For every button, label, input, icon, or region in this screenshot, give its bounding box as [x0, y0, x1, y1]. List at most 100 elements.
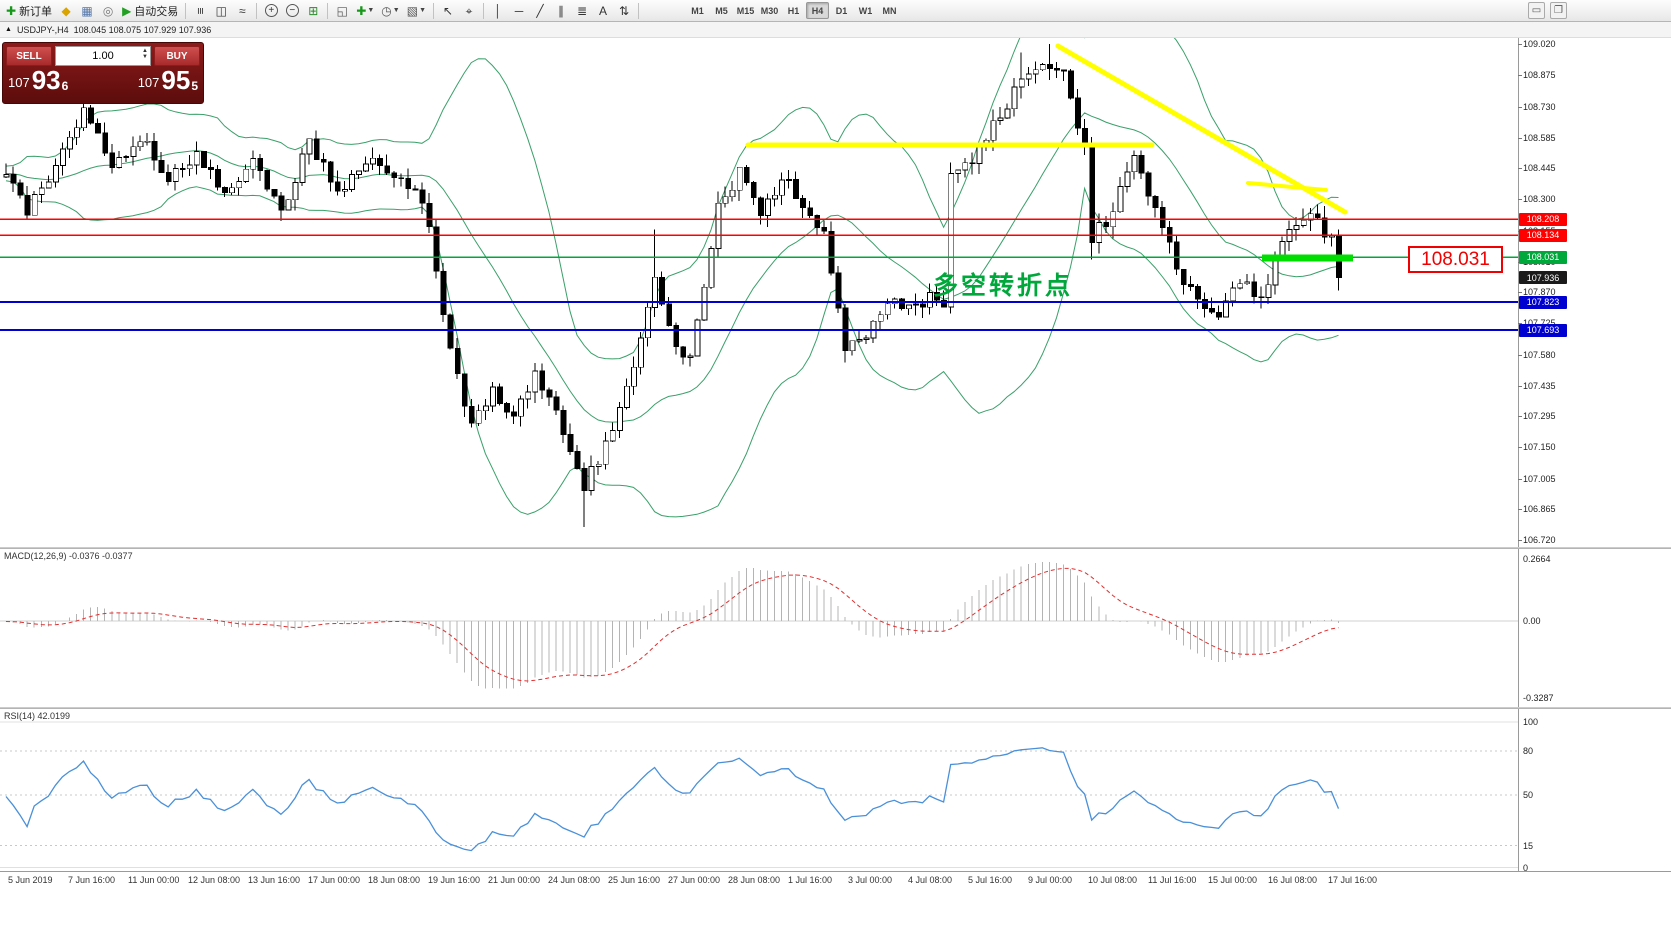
zoom-in-icon: + [264, 4, 278, 17]
toolbar-grid-button[interactable]: ⊞ [303, 1, 323, 20]
toolbar-arrows-button[interactable]: ⇅ [614, 1, 634, 20]
timeframe-m1-button[interactable]: M1 [691, 5, 704, 16]
toolbar-templates-button[interactable]: ▧ ▼ [404, 1, 429, 20]
equidistant-channel-icon: ∥ [558, 3, 564, 18]
symbol-timeframe-label: USDJPY-,H4 [16, 24, 69, 35]
toolbar-separator [638, 2, 639, 19]
time-axis-label: 1 Jul 16:00 [788, 875, 833, 885]
macd-axis-label: 0.2664 [1523, 553, 1551, 564]
rsi-line [5, 747, 1340, 852]
price-axis-tick [1518, 106, 1522, 108]
panel-divider-rsi[interactable] [0, 707, 1671, 709]
chart-shift-icon[interactable]: ▲ [5, 26, 12, 33]
timeframe-h4-button[interactable]: H4 [806, 2, 829, 19]
timeframe-m30-button[interactable]: M30 [760, 5, 779, 16]
market-watch-icon: ◆ [61, 3, 71, 18]
rsi-axis-label: 0 [1523, 862, 1529, 873]
toolbar-line-chart-type-button[interactable]: ≈ [232, 1, 252, 20]
price-tag-107.936: 107.936 [1519, 271, 1567, 285]
toolbar-fibonacci-button[interactable]: ≣ [572, 1, 592, 20]
time-axis-label: 9 Jul 00:00 [1028, 875, 1073, 885]
toolbar-periods-button[interactable]: ◷ ▼ [378, 1, 402, 20]
toolbar-tile-windows-button[interactable]: ◱ [332, 1, 352, 20]
timeframe-m5-button[interactable]: M5 [715, 5, 728, 16]
price-scale-border [1518, 38, 1519, 871]
cursor-icon: ↖ [442, 3, 454, 18]
toolbar-bar-chart-type-button[interactable]: ≡ [190, 1, 210, 20]
time-axis-label: 17 Jul 16:00 [1328, 875, 1378, 885]
indicators-list-caret-icon: ▼ [367, 7, 375, 14]
vertical-line-icon: │ [494, 3, 502, 18]
toolbar-crosshair-button[interactable]: ⌖ [459, 1, 479, 20]
toolbar-indicators-list-button[interactable]: ✚ ▼ [353, 1, 377, 20]
panel-divider-macd[interactable] [0, 547, 1671, 549]
toolbar-new-order-button[interactable]: ✚ 新订单 [3, 1, 55, 20]
chart-window-icon: ▦ [81, 3, 93, 18]
time-axis-label: 16 Jul 08:00 [1268, 875, 1318, 885]
chart-restore-button[interactable]: ❐ [1550, 2, 1567, 19]
timeframe-mn-button[interactable]: MN [882, 5, 897, 16]
toolbar-separator [433, 2, 434, 19]
rsi-indicator-panel[interactable] [0, 709, 1518, 871]
toolbar-auto-trading-button[interactable]: ▶ 自动交易 [119, 1, 181, 20]
auto-trading-icon: ▶ [122, 3, 132, 18]
toolbar-zoom-in-button[interactable]: + [261, 1, 281, 20]
timeframe-w1-button[interactable]: W1 [858, 5, 873, 16]
time-axis-label: 7 Jun 16:00 [68, 875, 116, 885]
price-axis-tick [1518, 75, 1522, 77]
time-axis-label: 13 Jun 16:00 [248, 875, 301, 885]
time-axis-label: 21 Jun 00:00 [488, 875, 541, 885]
main-price-chart[interactable] [0, 38, 1518, 547]
volume-input[interactable]: 1.00 ▲ ▼ [55, 46, 151, 66]
price-axis-label: 107.435 [1523, 380, 1556, 391]
price-tag-107.693: 107.693 [1519, 323, 1567, 337]
price-axis-tick [1518, 291, 1522, 293]
toolbar-equidistant-channel-button[interactable]: ∥ [551, 1, 571, 20]
sell-button[interactable]: SELL [6, 46, 52, 66]
indicators-list-icon: ✚ [356, 3, 367, 18]
toolbar-cursor-button[interactable]: ↖ [438, 1, 458, 20]
toolbar-vertical-line-button[interactable]: │ [488, 1, 508, 20]
rsi-axis-label: 50 [1523, 789, 1534, 800]
time-axis-label: 5 Jun 2019 [8, 875, 53, 885]
toolbar-text-label-button[interactable]: A [593, 1, 613, 20]
tile-windows-icon: ◱ [336, 3, 348, 18]
toolbar-candlestick-chart-type-button[interactable]: ◫ [211, 1, 231, 20]
timeframe-m15-button[interactable]: M15 [736, 5, 755, 16]
timeframe-d1-button[interactable]: D1 [835, 5, 848, 16]
time-axis-label: 3 Jul 00:00 [848, 875, 893, 885]
macd-indicator-panel[interactable] [0, 549, 1518, 707]
yellow-trendline-2[interactable] [1055, 43, 1348, 215]
price-axis-label: 107.150 [1523, 442, 1556, 453]
toolbar-trendline-button[interactable]: ╱ [530, 1, 550, 20]
time-axis-label: 12 Jun 08:00 [188, 875, 241, 885]
toolbar-navigator-button[interactable]: ◎ [98, 1, 118, 20]
buy-button[interactable]: BUY [154, 46, 200, 66]
time-axis-label: 15 Jul 00:00 [1208, 875, 1258, 885]
volume-value: 1.00 [92, 50, 114, 62]
time-axis-label: 10 Jul 08:00 [1088, 875, 1138, 885]
trendline-icon: ╱ [536, 3, 544, 18]
periods-icon: ◷ [381, 3, 392, 18]
chart-minimize-button[interactable]: ▭ [1528, 2, 1545, 19]
volume-stepper[interactable]: ▲ ▼ [142, 48, 148, 60]
rsi-axis-label: 80 [1523, 746, 1534, 757]
price-axis-label: 107.580 [1523, 349, 1556, 360]
toolbar-market-watch-button[interactable]: ◆ [56, 1, 76, 20]
timeframe-h1-button[interactable]: H1 [787, 5, 800, 16]
rsi-label: RSI(14) 42.0199 [4, 711, 71, 721]
time-axis[interactable]: 5 Jun 2019 7 Jun 16:00 11 Jun 00:00 12 Jun … [0, 871, 1671, 893]
toolbar-horizontal-line-button[interactable]: ─ [509, 1, 529, 20]
toolbar-zoom-out-button[interactable]: − [282, 1, 302, 20]
price-axis-tick [1518, 478, 1522, 480]
time-axis-label: 5 Jul 16:00 [968, 875, 1013, 885]
crosshair-icon: ⌖ [465, 3, 473, 18]
price-axis-label: 108.300 [1523, 194, 1556, 205]
time-axis-label: 24 Jun 08:00 [548, 875, 601, 885]
rsi-axis-label: 100 [1523, 717, 1539, 727]
templates-caret-icon: ▼ [419, 7, 426, 14]
fibonacci-icon: ≣ [576, 3, 588, 18]
arrows-icon: ⇅ [618, 3, 630, 18]
yellow-trendline-3[interactable] [1246, 181, 1328, 192]
toolbar-chart-window-button[interactable]: ▦ [77, 1, 97, 20]
